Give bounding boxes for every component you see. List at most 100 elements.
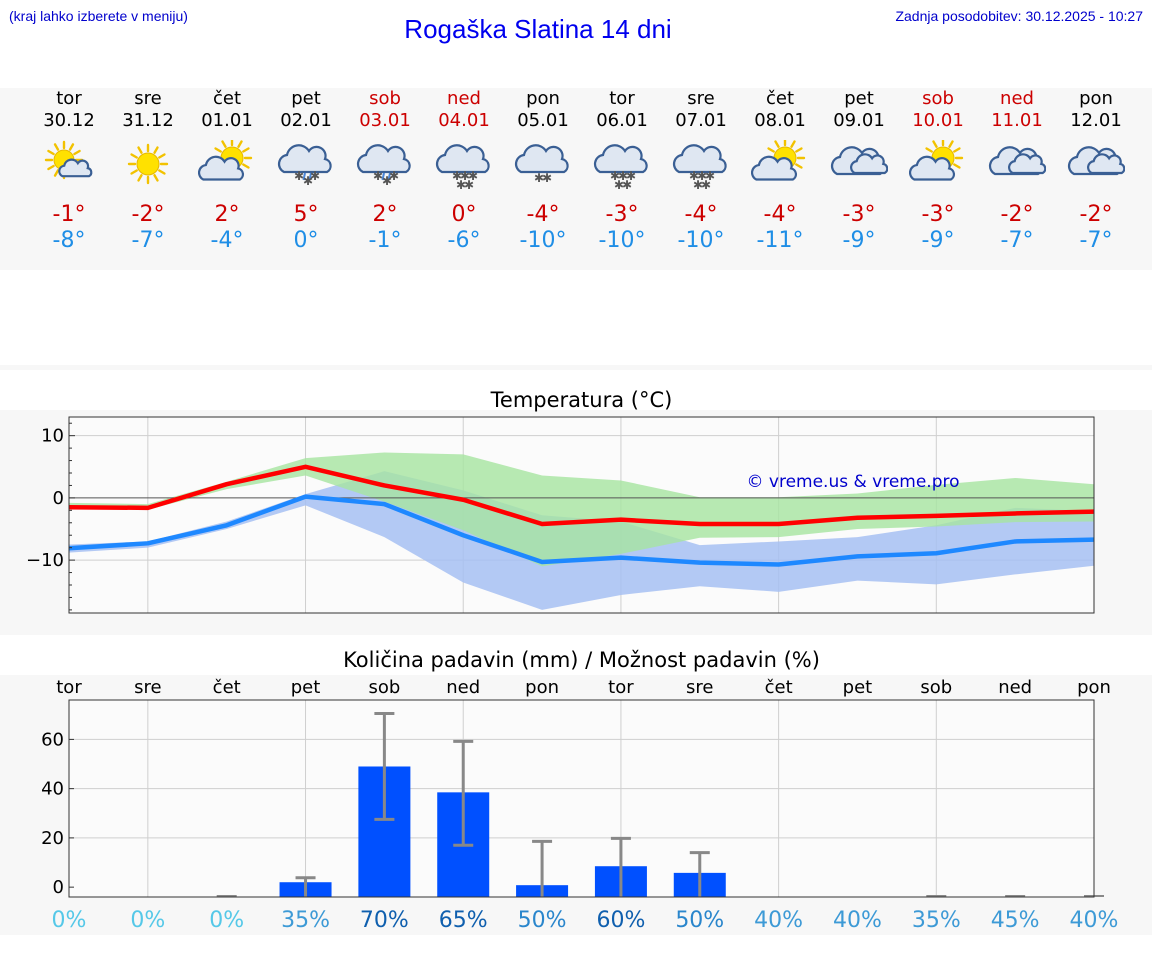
day-date: 01.01 [201, 110, 253, 131]
weather-icon: ✱✱✱✱✱ [672, 144, 727, 190]
weather-icon: ✱ ✱✱ [277, 144, 332, 188]
precipitation-probability: 40% [754, 908, 803, 933]
snow-icon: ✱✱✱✱✱ [672, 144, 727, 190]
location-hint: (kraj lahko izberete v meniju) [9, 8, 188, 24]
day-date: 10.01 [912, 110, 964, 131]
min-temperature: -6° [447, 228, 481, 253]
max-temperature: -4° [526, 202, 560, 227]
sun-ray [795, 163, 803, 169]
min-temperature: -9° [842, 228, 876, 253]
snowflake: ✱ [303, 174, 313, 188]
max-temperature: -2° [1000, 202, 1034, 227]
cloud-outline [198, 155, 244, 181]
snowflake: ✱ [705, 169, 715, 183]
precipitation-chart-title: Količina padavin (mm) / Možnost padavin … [343, 648, 820, 672]
sun-disc [136, 152, 160, 176]
min-temperature: -11° [756, 228, 804, 253]
snowflake: ✱ [701, 178, 711, 190]
y-tick-label: −10 [26, 550, 64, 571]
precipitation-probability: 50% [518, 908, 567, 933]
day-name: sob [922, 88, 954, 109]
day-name: pon [526, 88, 560, 109]
raindrop [381, 172, 385, 181]
day-column: ned 11.01 -2° -7° [977, 88, 1057, 254]
snowflake: ✱ [373, 169, 383, 183]
y-tick-label: 40 [41, 779, 64, 800]
day-column: čet 01.01 2° -4° [187, 88, 267, 254]
snowflake: ✱ [622, 178, 632, 190]
precipitation-probability: 40% [1070, 908, 1119, 933]
light-snow-icon: ✱✱ [514, 144, 569, 185]
precipitation-probability: 50% [675, 908, 724, 933]
y-tick-label: 60 [41, 729, 64, 750]
max-temperature: 0° [451, 202, 477, 227]
y-tick-label: 10 [41, 426, 64, 447]
cloud-shape [58, 158, 93, 178]
sun-ray [158, 169, 166, 175]
day-date: 02.01 [280, 110, 332, 131]
day-name: ned [1000, 88, 1034, 109]
day-name: sob [369, 88, 401, 109]
sun-ray [53, 169, 60, 177]
day-date: 31.12 [122, 110, 174, 131]
day-label: čet [213, 677, 241, 698]
cloud-shape [672, 144, 727, 174]
sun-behind-cloud-icon [909, 140, 964, 181]
raindrop [387, 172, 391, 181]
sun-ray [925, 147, 933, 153]
sun-ray [242, 163, 250, 169]
sun-cloud-icon [44, 140, 93, 180]
snowflake: ✱ [452, 169, 462, 183]
sun-ray [948, 140, 954, 148]
sun-ray [47, 164, 55, 171]
snowflake: ✱ [389, 169, 399, 183]
max-temperature: -2° [1079, 202, 1113, 227]
day-label: tor [608, 677, 634, 698]
sun-ray [221, 140, 227, 148]
sun-ray [790, 140, 796, 148]
min-temperature: -10° [598, 228, 646, 253]
sun-ray [68, 143, 75, 151]
sun-ray [767, 147, 775, 153]
cloud-shape [435, 144, 490, 174]
day-label: sob [368, 677, 400, 698]
upper-spacer-band [0, 365, 1152, 370]
max-temperature: -3° [921, 202, 955, 227]
sun-behind-cloud-icon [198, 140, 253, 181]
day-column: tor 06.01 ✱ ✱ ✱ ✱ ✱ -3° -10° [582, 88, 662, 254]
snowflake: ✱ [542, 171, 552, 185]
min-temperature: -7° [131, 228, 165, 253]
cloud-shape [593, 144, 648, 174]
cloud-shape [1008, 153, 1046, 175]
weather-icon [198, 140, 253, 181]
precipitation-probability: 0% [52, 908, 87, 933]
sun-ray [53, 143, 60, 151]
day-name: pet [291, 88, 321, 109]
snowflake: ✱ [464, 178, 474, 190]
min-temperature-line [68, 494, 1095, 567]
sun-ray [242, 147, 250, 153]
precipitation-probability: 0% [130, 908, 165, 933]
sleet-icon: ✱ ✱✱ [356, 144, 411, 188]
snow-icon: ✱✱✱✱✱ [435, 144, 490, 190]
day-date: 12.01 [1070, 110, 1122, 131]
cloud-outline [909, 155, 955, 181]
plot-frame [68, 699, 1095, 898]
snowflake: ✱ [626, 169, 636, 183]
weather-icon: ✱ ✱✱ [356, 144, 411, 188]
snowflake: ✱ [294, 169, 304, 183]
cloud-shape [356, 144, 411, 174]
weather-icon [127, 143, 169, 185]
day-date: 09.01 [833, 110, 885, 131]
cloud-icon [988, 146, 1046, 176]
snowflake: ✱ [382, 174, 392, 188]
sun-icon [127, 143, 169, 185]
precipitation-probability: 60% [596, 908, 645, 933]
temperature-chart-title: Temperatura (°C) [490, 388, 673, 412]
day-date: 06.01 [596, 110, 648, 131]
day-label: sob [920, 677, 952, 698]
day-date: 11.01 [991, 110, 1043, 131]
min-temperature: -7° [1000, 228, 1034, 253]
cloud-shape [751, 155, 797, 181]
min-temperature: -10° [519, 228, 567, 253]
